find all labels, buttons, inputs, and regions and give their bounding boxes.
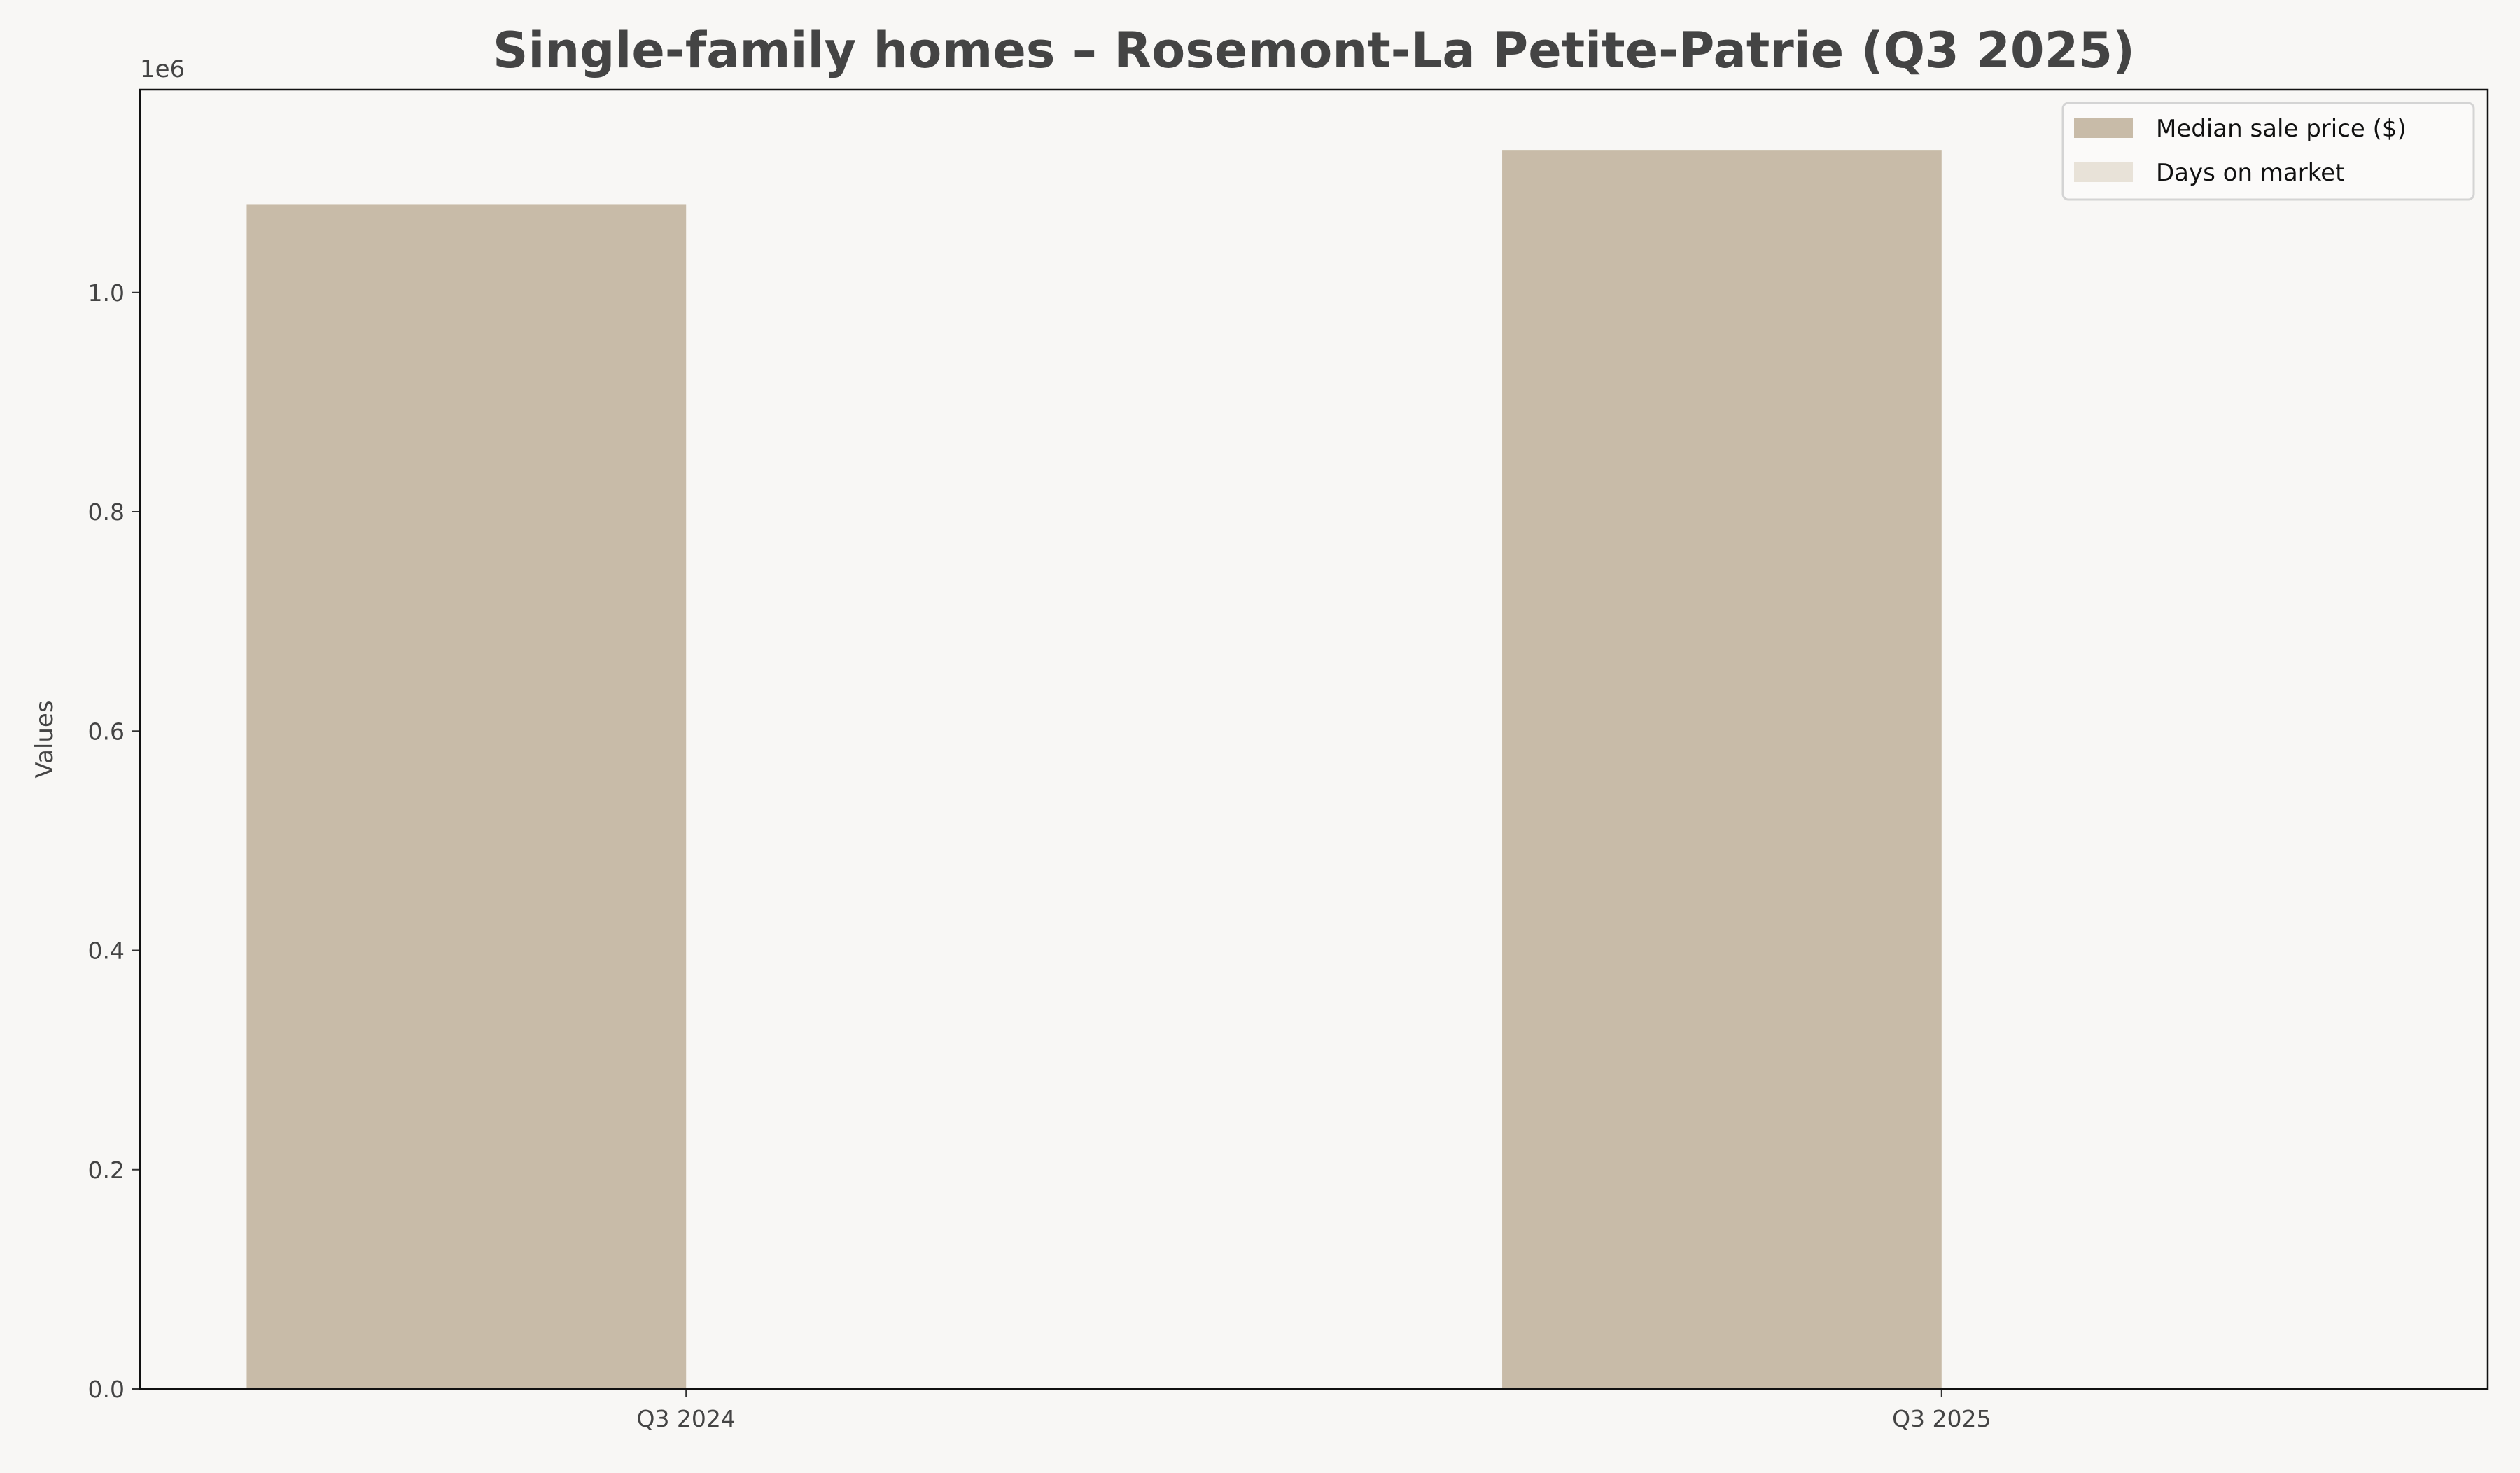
y-tick-label: 1.0 [88,279,125,307]
x-tick-label: Q3 2025 [1892,1405,1991,1432]
bar-median-price-0 [246,204,687,1389]
legend-box [2062,102,2475,201]
legend-label-days: Days on market [2156,159,2344,187]
y-tick-label: 0.0 [88,1376,125,1403]
legend-swatch-price [2074,118,2133,138]
chart-title: Single-family homes – Rosemont-La Petite… [493,22,2135,79]
y-tick-label: 0.2 [88,1157,125,1184]
y-axis-label: Values [31,700,59,778]
y-tick-label: 0.4 [88,937,125,965]
bar-median-price-1 [1502,150,1942,1390]
y-offset-label: 1e6 [140,55,185,83]
y-tick-label: 0.8 [88,498,125,526]
y-tick-label: 0.6 [88,718,125,745]
legend-swatch-days [2074,162,2133,182]
legend-label-price: Median sale price ($) [2156,115,2407,143]
legend: Median sale price ($) Days on market [2062,102,2475,201]
plot-frame [139,88,2489,1390]
x-tick-label: Q3 2024 [636,1405,735,1432]
